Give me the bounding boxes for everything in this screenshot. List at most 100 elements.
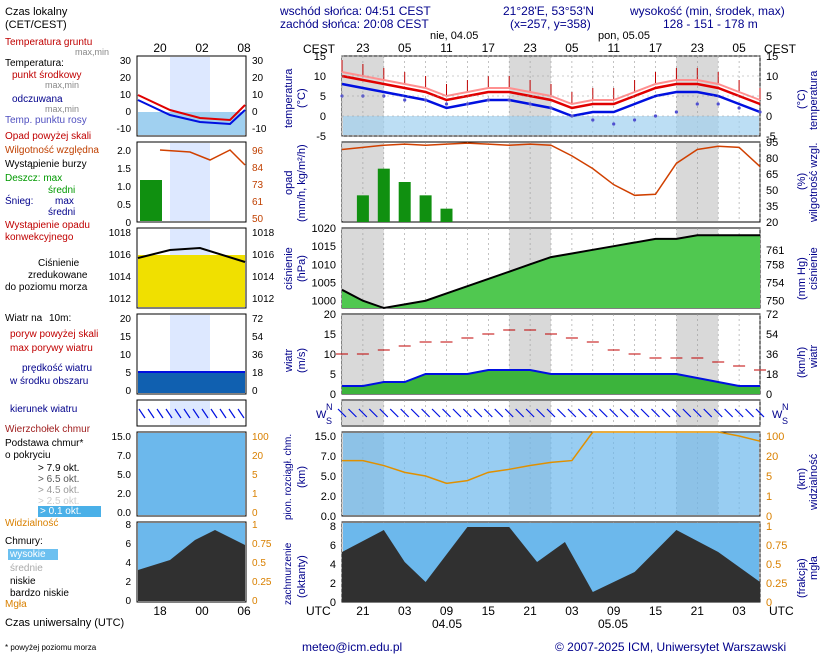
- compass-w: W: [316, 409, 327, 421]
- wind-kmh-tick: 18: [766, 369, 778, 381]
- dew-point-dot: [612, 122, 616, 126]
- axis-precip-left: opad: [283, 170, 295, 195]
- cest-tick: 17: [482, 41, 496, 55]
- legend-okt-tick: 6: [125, 539, 131, 550]
- pressure-mm-tick: 754: [766, 278, 784, 290]
- legend-snow-mid: średni: [48, 207, 76, 218]
- wind-kmh-tick: 72: [766, 309, 778, 321]
- dew-point-dot: [716, 102, 720, 106]
- precip-bar: [398, 182, 411, 222]
- fog-tick: 0.75: [766, 540, 787, 552]
- wind-dir-arrow: [755, 408, 765, 418]
- day2-label: pon, 05.05: [598, 30, 650, 42]
- legend-ground-temp-sub: max,min: [75, 47, 110, 57]
- legend-okt-tick: 4: [125, 558, 131, 569]
- wind-dir-arrow: [557, 408, 566, 418]
- legend-humidity-tick: 73: [252, 180, 264, 191]
- legend-humidity-tick: 84: [252, 163, 264, 174]
- wind-dir-arrow: [483, 408, 493, 418]
- vis-km-tick: 0: [766, 511, 772, 523]
- fog-tick: 0.25: [766, 578, 787, 590]
- height-values: 128 - 151 - 178 m: [663, 17, 758, 31]
- dew-point-dot: [549, 106, 553, 110]
- compass-s-right: S: [782, 416, 788, 426]
- legend-wind-kmh-tick: 36: [252, 350, 264, 361]
- wind-dir-arrow: [368, 408, 378, 418]
- legend-pressure-tick: 1012: [109, 294, 132, 305]
- legend-okt45: > 4.5 okt.: [38, 485, 80, 496]
- legend-cloud-fill: [138, 433, 245, 515]
- date-bottom-2: 05.05: [598, 617, 629, 631]
- legend-precip-above: Opad powyżej skali: [5, 131, 92, 142]
- utc-tick: 03: [565, 604, 579, 618]
- cest-tick: 05: [732, 41, 746, 55]
- vis-km-tick: 20: [766, 451, 778, 463]
- legend-fog: Mgła: [5, 599, 27, 610]
- legend-precip-tick: 2.0: [117, 146, 131, 157]
- height-title: wysokość (min, środek, max): [630, 4, 785, 18]
- legend-wind-dir-arrow: [192, 408, 200, 419]
- axis-precip-left-unit: (mm/h, kg/m²/h): [296, 144, 308, 222]
- legend-temp-tick-left: 0: [125, 107, 131, 118]
- legend-humidity-line: [159, 149, 246, 166]
- axis-precip-right: wilgotność wzgl.: [808, 142, 820, 222]
- humidity-tick: 50: [766, 185, 778, 197]
- temp-tick-left: 10: [314, 71, 326, 83]
- wind-speed-line: [342, 369, 760, 387]
- wind-dir-arrow: [661, 408, 671, 418]
- pressure-mm-tick: 750: [766, 296, 784, 308]
- precip-bar: [440, 208, 453, 222]
- pressure-mm-tick: 758: [766, 259, 784, 271]
- wind-dir-arrow: [379, 408, 389, 418]
- wind-dir-arrow: [515, 408, 525, 418]
- legend-wind-kmh-tick: 18: [252, 368, 264, 379]
- wind-dir-arrow: [619, 408, 629, 418]
- temp-tick-right: 0: [766, 111, 772, 123]
- legend-vis-tick: 5: [252, 470, 258, 481]
- legend-vis-tick: 20: [252, 451, 264, 462]
- wind-dir-arrow: [734, 408, 744, 418]
- legend-precip-tick: 0.5: [117, 200, 131, 211]
- cover-low-clouds: [342, 527, 760, 602]
- vis-km-tick: 100: [766, 431, 784, 443]
- legend-wind-dir-arrow: [165, 408, 173, 419]
- humidity-tick: 95: [766, 137, 778, 149]
- utc-tick: 15: [482, 604, 496, 618]
- legend-utc-tick: 06: [237, 604, 251, 618]
- email-link[interactable]: meteo@icm.edu.pl: [302, 640, 403, 654]
- legend-wind-speed-2: w środku obszaru: [10, 376, 89, 387]
- wind-dir-arrow: [410, 408, 420, 418]
- wind-dir-arrow: [452, 408, 462, 418]
- legend-wind-dir-arrow: [138, 408, 146, 419]
- precip-bar: [356, 195, 369, 222]
- temp-tick-right: 15: [766, 51, 778, 63]
- humidity-tick: 65: [766, 169, 778, 181]
- axis-wind-left-unit: (m/s): [296, 347, 308, 373]
- legend-gust-max: max porywy wiatru: [10, 343, 93, 354]
- humidity-line: [341, 142, 761, 197]
- temp-tick-right: 10: [766, 71, 778, 83]
- wind-fill: [342, 370, 760, 394]
- axis-temp-right: temperatura: [808, 70, 820, 130]
- legend-pressure-tick-right: 1016: [252, 250, 275, 261]
- pressure-tick: 1015: [312, 241, 336, 253]
- legend-fog-tick: 0.75: [252, 539, 272, 550]
- wind-tick: 5: [330, 369, 336, 381]
- pressure-tick: 1005: [312, 278, 336, 290]
- utc-label-right: UTC: [769, 604, 794, 618]
- temp-tick-left: -5: [316, 131, 326, 143]
- wind-dir-arrow: [630, 408, 640, 418]
- wind-tick: 20: [324, 309, 336, 321]
- legend-fog-tick: 0: [252, 596, 258, 607]
- legend-pressure-2: zredukowane: [28, 270, 88, 281]
- legend-temp-tick-right: 30: [252, 56, 264, 67]
- axis-press-left-unit: (hPa): [296, 255, 308, 282]
- dew-point-dot: [403, 98, 407, 102]
- dew-point-dot: [695, 102, 699, 106]
- axis-cover-right: mgła: [808, 556, 820, 580]
- wind-dir-arrow: [525, 408, 535, 418]
- utc-tick: 21: [356, 604, 370, 618]
- wind-dir-arrow: [640, 408, 650, 418]
- wind-dir-arrow: [713, 408, 723, 418]
- temp-below-zero-fill: [343, 116, 759, 135]
